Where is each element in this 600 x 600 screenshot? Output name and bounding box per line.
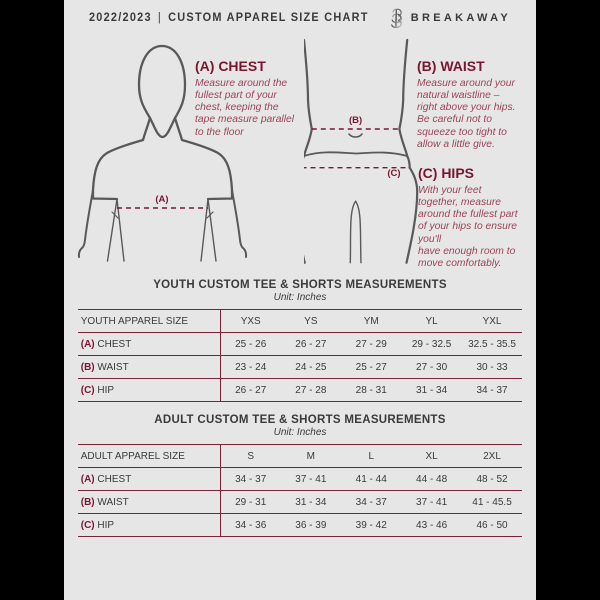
svg-text:(C): (C) <box>387 168 400 179</box>
svg-text:(B): (B) <box>349 115 362 126</box>
svg-text:(A): (A) <box>155 194 168 205</box>
